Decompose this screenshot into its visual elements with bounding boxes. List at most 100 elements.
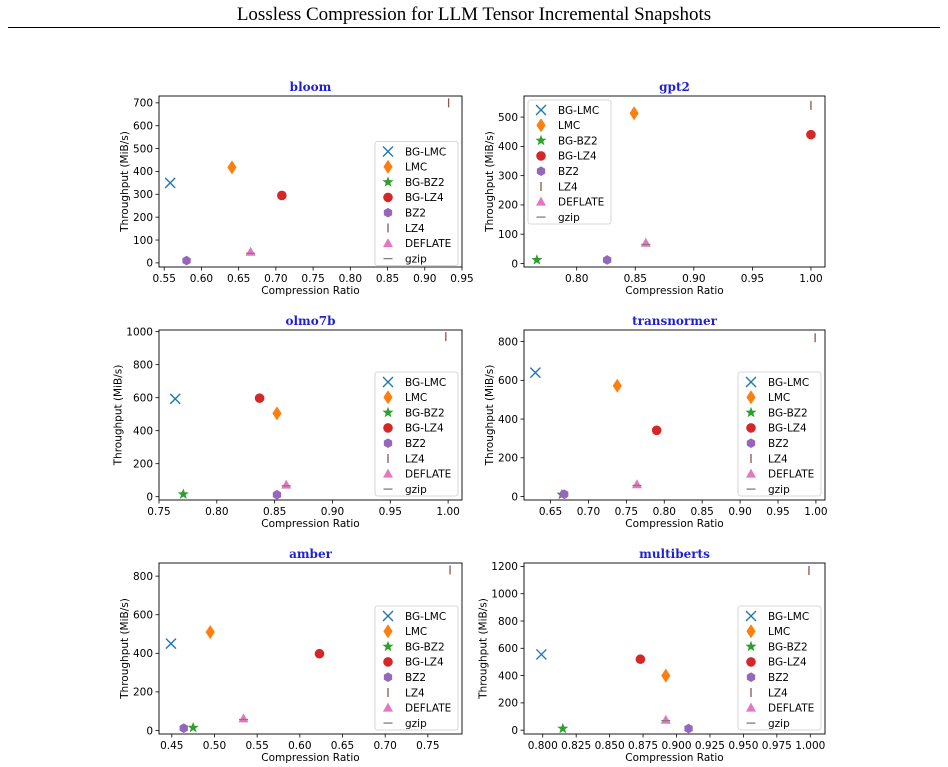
y-tick-label: 400 (498, 141, 518, 153)
legend-marker-bg-lmc (382, 146, 394, 157)
y-tick-label: 200 (133, 687, 153, 699)
y-tick-label: 500 (498, 112, 518, 124)
legend-box (374, 605, 459, 731)
legend-label: BG-BZ2 (405, 177, 445, 189)
y-axis-label: Throughput (MiB/s) (484, 365, 496, 467)
legend-label: LMC (768, 392, 790, 404)
x-tick-label: 0.50 (203, 740, 226, 752)
x-tick-label: 0.875 (628, 740, 658, 752)
x-tick-label: 0.825 (561, 740, 591, 752)
x-tick-label: 1.00 (436, 506, 459, 518)
legend-label: BG-LMC (768, 377, 809, 389)
x-tick-label: 1.00 (804, 506, 827, 518)
data-point-bg-lz4 (314, 648, 325, 659)
x-tick-label: 0.900 (661, 740, 691, 752)
chart-panel-bloom: bloom 0.55 0.60 0.65 0.70 0.75 0.80 0.85 0.90 0.9… (119, 80, 474, 297)
y-tick-label: 400 (498, 414, 518, 426)
y-tick-label: 0 (146, 258, 153, 270)
legend-box (737, 371, 822, 497)
legend-marker-lmc (383, 159, 393, 174)
x-tick-label: 0.75 (615, 506, 638, 518)
x-axis-label: Compression Ratio (261, 285, 359, 297)
y-tick-label: 400 (133, 648, 153, 660)
x-tick-label: 0.95 (741, 273, 764, 285)
x-tick-label: 0.70 (373, 740, 396, 752)
data-point-bz2 (272, 489, 282, 500)
y-tick-label: 200 (498, 698, 518, 710)
plot-frame (158, 95, 463, 268)
legend-box (374, 141, 459, 266)
legend-marker-bz2 (383, 438, 393, 448)
x-tick-label: 0.95 (766, 506, 789, 518)
legend-label: BG-LZ4 (405, 423, 444, 435)
data-point-deflate (660, 714, 671, 724)
data-point-lmc (629, 106, 639, 121)
data-point-bg-lz4 (651, 425, 662, 436)
legend-label: BG-LMC (768, 611, 809, 623)
x-tick-label: 0.70 (577, 506, 600, 518)
y-axis-label: Throughput (MiB/s) (112, 365, 124, 467)
legend-label: LMC (768, 626, 790, 638)
legend-marker-lmc (746, 624, 756, 639)
data-point-bg-lmc (529, 367, 541, 379)
y-tick-label: 400 (133, 425, 153, 437)
x-tick-label: 0.90 (413, 273, 436, 285)
data-point-bz2 (182, 255, 191, 266)
legend-marker-bz2 (746, 672, 756, 682)
x-tick-label: 0.80 (653, 506, 676, 518)
legend-label: LMC (405, 162, 427, 174)
x-axis-label: Compression Ratio (261, 752, 359, 764)
legend-label: DEFLATE (768, 703, 814, 715)
legend: BG-LMC LMC BG-BZ2 BG-LZ4 BZ2 LZ4 DEFLATE gzip (374, 141, 459, 266)
data-point-bg-bz2 (557, 722, 569, 734)
x-tick-label: 0.65 (331, 740, 354, 752)
legend-label: LMC (405, 626, 427, 638)
page-title: Lossless Compression for LLM Tensor Incr… (236, 4, 712, 25)
legend: BG-LMC LMC BG-BZ2 BG-LZ4 BZ2 LZ4 DEFLATE gzip (374, 605, 459, 731)
legend-marker-bz2 (746, 438, 756, 448)
x-tick-label: 0.75 (301, 273, 324, 285)
legend-marker-bg-lz4 (746, 657, 756, 667)
legend-label: BZ2 (768, 438, 789, 450)
y-axis-label: Throughput (MiB/s) (119, 598, 131, 700)
x-tick-label: 0.55 (245, 740, 268, 752)
legend-marker-bg-lmc (745, 610, 757, 622)
plot-frame (523, 95, 826, 268)
legend-label: BG-LZ4 (405, 657, 444, 669)
legend-marker-bg-lmc (535, 104, 547, 116)
x-tick-label: 0.80 (205, 506, 228, 518)
legend-label: BG-LMC (405, 146, 446, 158)
legend-marker-bg-lz4 (536, 151, 546, 161)
legend-marker-bg-lz4 (383, 423, 393, 433)
legend-marker-deflate (746, 702, 756, 712)
x-tick-label: 0.70 (264, 273, 287, 285)
data-point-deflate (245, 246, 256, 256)
data-point-bz2 (560, 489, 569, 499)
x-axis-label: Compression Ratio (625, 285, 723, 297)
legend-label: BG-LMC (558, 105, 599, 117)
data-point-bg-lmc (535, 648, 547, 660)
legend-marker-bz2 (383, 672, 393, 682)
y-tick-label: 0 (146, 725, 153, 737)
data-point-bg-lz4 (635, 654, 646, 665)
data-point-bg-bz2 (531, 254, 543, 265)
y-tick-label: 100 (133, 235, 153, 247)
chart-title: olmo7b (285, 314, 335, 328)
y-tick-label: 800 (133, 571, 153, 583)
plot-frame (158, 562, 463, 735)
legend-label: LZ4 (558, 181, 578, 193)
legend-marker-lmc (383, 390, 393, 405)
legend-label: LMC (558, 120, 580, 132)
y-tick-label: 0 (511, 258, 518, 270)
y-tick-label: 800 (133, 359, 153, 371)
legend-marker-bg-bz2 (382, 640, 394, 652)
plot-frame (523, 329, 826, 501)
data-point-bg-lmc (165, 638, 177, 650)
y-axis-label: Throughput (MiB/s) (477, 598, 489, 700)
legend-label: gzip (768, 718, 790, 730)
legend-marker-bg-lmc (382, 610, 394, 622)
y-axis-label: Throughput (MiB/s) (119, 131, 131, 233)
y-tick-label: 1000 (491, 589, 518, 601)
x-tick-label: 0.950 (728, 740, 758, 752)
